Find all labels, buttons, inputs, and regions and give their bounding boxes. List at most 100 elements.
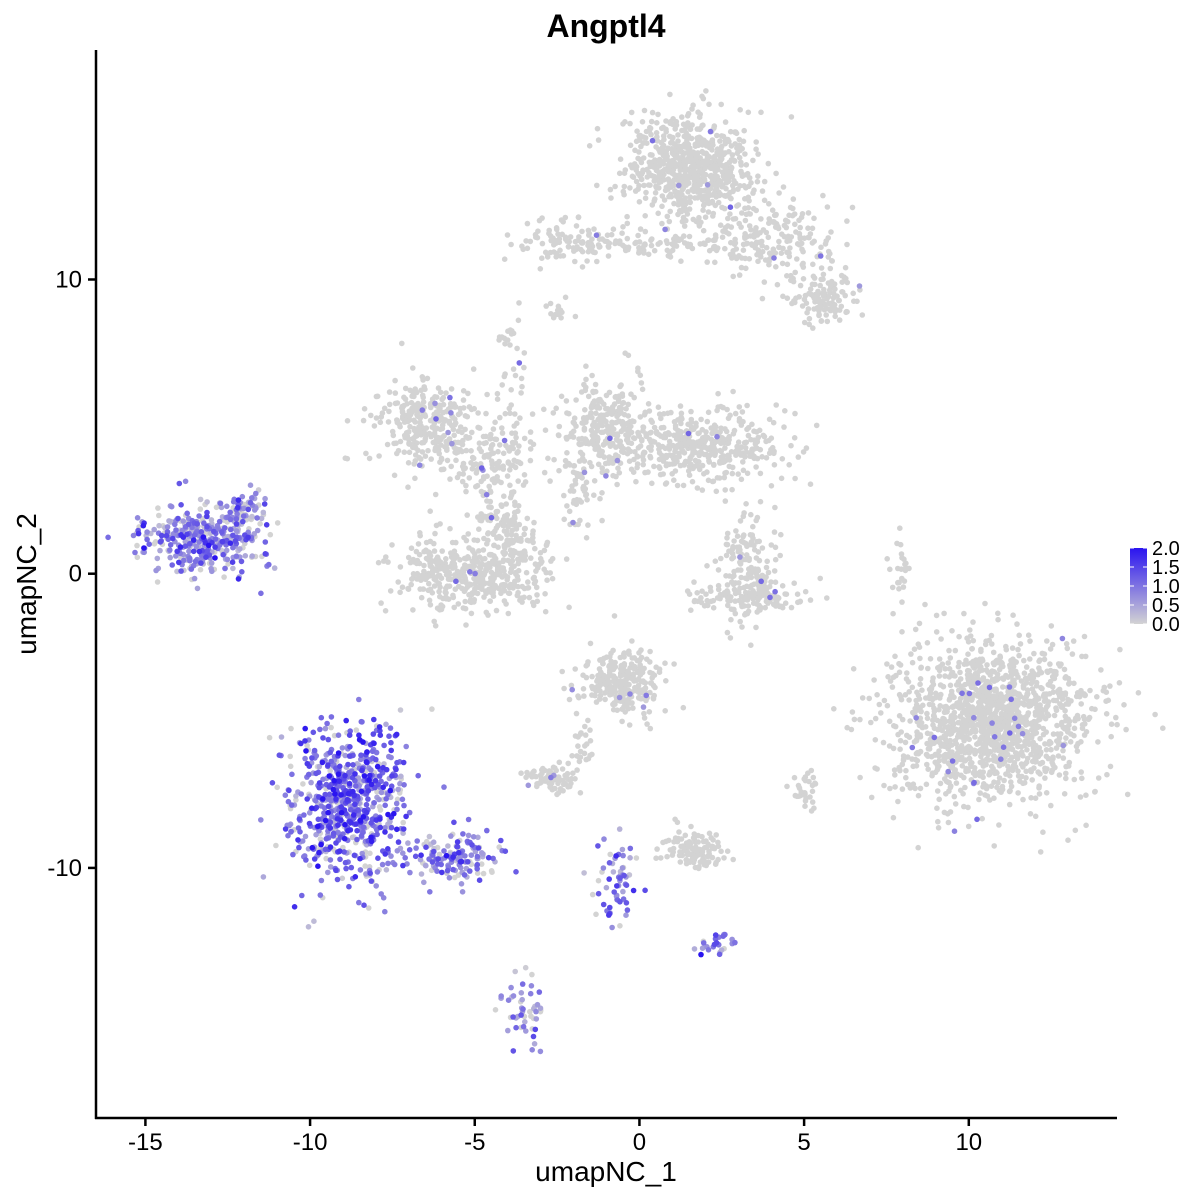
cell-point (736, 404, 743, 410)
cell-point (406, 417, 413, 424)
cell-point (731, 573, 737, 579)
cell-point (523, 774, 529, 781)
cell-point (508, 492, 515, 498)
cell-point (475, 514, 481, 520)
cell-point (643, 433, 650, 440)
cell-point (1032, 795, 1039, 801)
cell-point (432, 427, 438, 433)
cell-point (386, 401, 393, 408)
cell-point (925, 665, 931, 672)
cell-point (771, 462, 778, 468)
cell-point (780, 184, 787, 190)
cell-point (918, 665, 924, 671)
cell-point (1067, 739, 1074, 745)
cell-point (680, 161, 686, 168)
cell-point (1016, 652, 1022, 659)
cell-point (916, 620, 923, 627)
cell-point (786, 250, 792, 256)
cell-point (763, 564, 770, 571)
cell-point (680, 482, 687, 489)
cell-point (805, 210, 812, 216)
cell-point (653, 130, 660, 136)
cell-point (640, 461, 646, 468)
cell-point (697, 167, 703, 174)
cell-point (425, 549, 432, 555)
cell-point (797, 282, 804, 289)
cell-point (502, 341, 508, 347)
cell-point (818, 244, 824, 251)
cell-point (381, 405, 388, 412)
cell-point (606, 663, 612, 670)
cell-point (828, 229, 834, 235)
cell-point (676, 176, 683, 182)
cell-point (644, 656, 650, 662)
cell-point (1015, 674, 1021, 680)
cell-point (924, 640, 931, 646)
cell-point (663, 151, 670, 157)
cell-point (687, 153, 694, 160)
cell-point (698, 187, 704, 194)
cell-point (699, 462, 706, 469)
cell-point (1079, 775, 1085, 782)
cell-point (970, 637, 977, 644)
cell-point (890, 610, 896, 617)
cell-point (579, 475, 585, 481)
cell-point (694, 439, 701, 446)
cell-point (556, 236, 563, 242)
cell-point (681, 223, 688, 229)
cell-point (966, 755, 973, 762)
cell-point (930, 675, 936, 681)
cell-point (1003, 771, 1009, 777)
cell-point (961, 803, 967, 810)
cell-point (1017, 778, 1023, 784)
cell-point (542, 427, 549, 434)
cell-point (627, 142, 634, 149)
cell-point (740, 467, 747, 474)
cell-point (471, 537, 478, 543)
cell-point (743, 439, 750, 446)
cell-point (892, 653, 898, 660)
cell-point (597, 692, 604, 699)
cell-point (527, 238, 534, 245)
cell-point (946, 666, 953, 672)
cell-point (521, 531, 527, 538)
cell-point (726, 457, 733, 463)
cell-point (965, 823, 972, 830)
cell-point (512, 411, 518, 417)
cell-point (1098, 667, 1104, 673)
cell-point (467, 599, 474, 605)
cell-point (795, 454, 802, 460)
cell-point (576, 694, 582, 701)
cell-point (395, 447, 402, 454)
cell-point (696, 214, 702, 221)
cell-point (1042, 696, 1048, 702)
cell-point (1037, 657, 1043, 663)
cell-point (910, 781, 917, 787)
cell-point (961, 774, 967, 781)
cell-point (628, 391, 634, 398)
cell-point (969, 705, 976, 712)
cell-point (682, 195, 688, 201)
cell-point (895, 580, 901, 586)
cell-point (1051, 712, 1058, 719)
cell-point (730, 581, 737, 588)
cell-point (952, 801, 959, 807)
cell-point (588, 463, 595, 470)
cell-point (679, 447, 686, 454)
cell-point (756, 583, 762, 589)
cell-point (649, 109, 656, 116)
cell-point (900, 584, 907, 590)
cell-point (626, 722, 633, 728)
cell-point (490, 531, 497, 538)
cell-point (411, 393, 417, 400)
cell-point (539, 240, 546, 247)
cell-point (640, 678, 646, 684)
cell-point (595, 461, 602, 468)
cell-point (390, 432, 397, 439)
cell-point (629, 173, 636, 180)
cell-point (746, 175, 753, 181)
cell-point (451, 572, 458, 578)
cell-point (828, 278, 835, 285)
cell-point (929, 772, 935, 779)
cell-point (844, 241, 850, 248)
